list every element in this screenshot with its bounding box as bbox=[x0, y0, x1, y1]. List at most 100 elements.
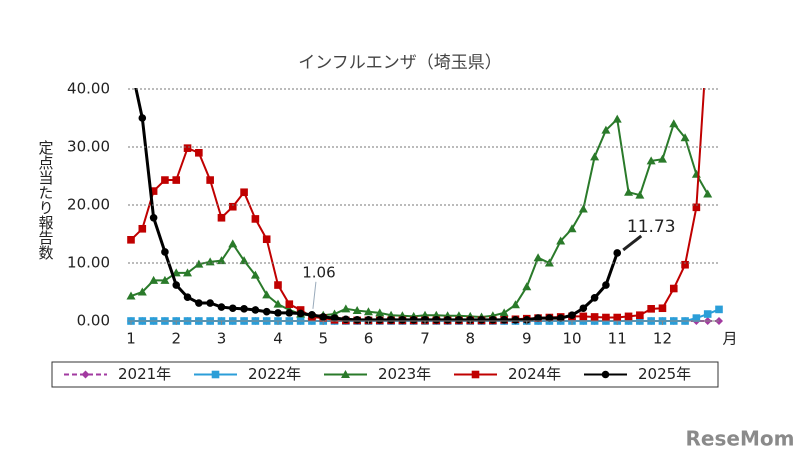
x-tick-label: 5 bbox=[318, 330, 328, 348]
legend-label: 2024年 bbox=[508, 365, 561, 383]
series-line bbox=[134, 88, 619, 322]
marker bbox=[375, 308, 385, 317]
marker bbox=[533, 253, 543, 262]
marker bbox=[669, 284, 678, 293]
marker bbox=[443, 316, 452, 324]
marker bbox=[510, 300, 520, 309]
marker bbox=[319, 313, 328, 321]
marker bbox=[216, 256, 226, 265]
marker bbox=[81, 370, 90, 379]
marker bbox=[471, 370, 480, 379]
x-tick-label: 3 bbox=[217, 330, 227, 348]
marker bbox=[590, 294, 599, 302]
annotation: 1.06 bbox=[302, 263, 335, 281]
marker bbox=[612, 114, 622, 123]
marker bbox=[579, 304, 588, 313]
marker bbox=[613, 249, 622, 257]
marker bbox=[330, 314, 339, 322]
marker bbox=[250, 270, 260, 279]
marker bbox=[556, 236, 566, 245]
marker bbox=[262, 290, 272, 299]
marker bbox=[160, 275, 170, 284]
marker bbox=[127, 62, 135, 70]
marker bbox=[251, 215, 260, 223]
marker bbox=[274, 281, 282, 289]
marker bbox=[421, 316, 429, 324]
y-axis-label: 定点当たり報告数 bbox=[37, 140, 55, 260]
marker bbox=[183, 293, 192, 302]
marker bbox=[375, 316, 384, 324]
marker bbox=[239, 256, 249, 265]
marker bbox=[273, 299, 283, 308]
x-axis-label: 月 bbox=[722, 330, 737, 348]
marker bbox=[602, 313, 610, 322]
marker bbox=[149, 187, 158, 195]
series-line bbox=[130, 88, 706, 322]
marker bbox=[206, 176, 214, 184]
marker bbox=[172, 281, 181, 289]
marker bbox=[499, 308, 509, 317]
y-tick-label: 30.00 bbox=[67, 138, 110, 156]
marker bbox=[647, 305, 655, 313]
x-tick-label: 1 bbox=[126, 330, 136, 348]
marker bbox=[285, 300, 294, 308]
y-tick-label: 40.00 bbox=[67, 80, 110, 98]
marker bbox=[715, 305, 723, 314]
marker bbox=[669, 119, 679, 128]
x-tick-label: 4 bbox=[273, 330, 283, 348]
marker bbox=[364, 316, 373, 324]
marker bbox=[127, 236, 135, 244]
marker bbox=[274, 309, 282, 317]
annotation-arrow bbox=[622, 234, 643, 252]
x-tick-label: 2 bbox=[171, 330, 181, 348]
annotation-arrow bbox=[312, 281, 317, 309]
x-tick-label: 7 bbox=[420, 330, 430, 348]
marker bbox=[341, 304, 351, 313]
marker bbox=[579, 312, 588, 321]
marker bbox=[567, 224, 577, 233]
watermark: ReseMom bbox=[686, 427, 795, 451]
marker bbox=[228, 304, 237, 313]
marker bbox=[522, 316, 531, 324]
marker bbox=[183, 268, 193, 277]
marker bbox=[206, 299, 214, 307]
marker bbox=[602, 281, 610, 289]
legend-label: 2021年 bbox=[118, 365, 171, 383]
marker bbox=[183, 144, 192, 152]
marker bbox=[353, 316, 361, 324]
marker bbox=[296, 309, 305, 318]
legend-label: 2022年 bbox=[248, 365, 301, 383]
chart-title: インフルエンザ（埼玉県） bbox=[298, 53, 502, 73]
marker bbox=[138, 114, 147, 122]
marker bbox=[126, 291, 136, 300]
marker bbox=[228, 202, 237, 211]
marker bbox=[624, 312, 633, 321]
x-tick-label: 10 bbox=[562, 330, 581, 348]
marker bbox=[363, 307, 373, 316]
marker bbox=[500, 316, 508, 324]
legend-label: 2023年 bbox=[378, 365, 431, 383]
marker bbox=[211, 370, 220, 379]
marker bbox=[195, 299, 203, 307]
marker bbox=[704, 27, 712, 35]
marker bbox=[308, 311, 316, 319]
marker bbox=[194, 259, 204, 268]
marker bbox=[578, 204, 588, 213]
marker bbox=[432, 316, 441, 324]
marker bbox=[681, 260, 689, 269]
marker bbox=[646, 156, 656, 165]
legend-label: 2025年 bbox=[638, 365, 691, 383]
marker bbox=[692, 314, 701, 322]
marker bbox=[240, 305, 248, 313]
marker bbox=[455, 316, 463, 324]
marker bbox=[352, 306, 362, 315]
marker bbox=[568, 311, 576, 320]
x-tick-label: 11 bbox=[608, 330, 627, 348]
marker bbox=[703, 189, 713, 198]
y-tick-label: 10.00 bbox=[67, 254, 110, 272]
x-tick-label: 6 bbox=[364, 330, 374, 348]
series-line bbox=[130, 117, 709, 318]
marker bbox=[161, 176, 169, 184]
marker bbox=[636, 311, 644, 319]
